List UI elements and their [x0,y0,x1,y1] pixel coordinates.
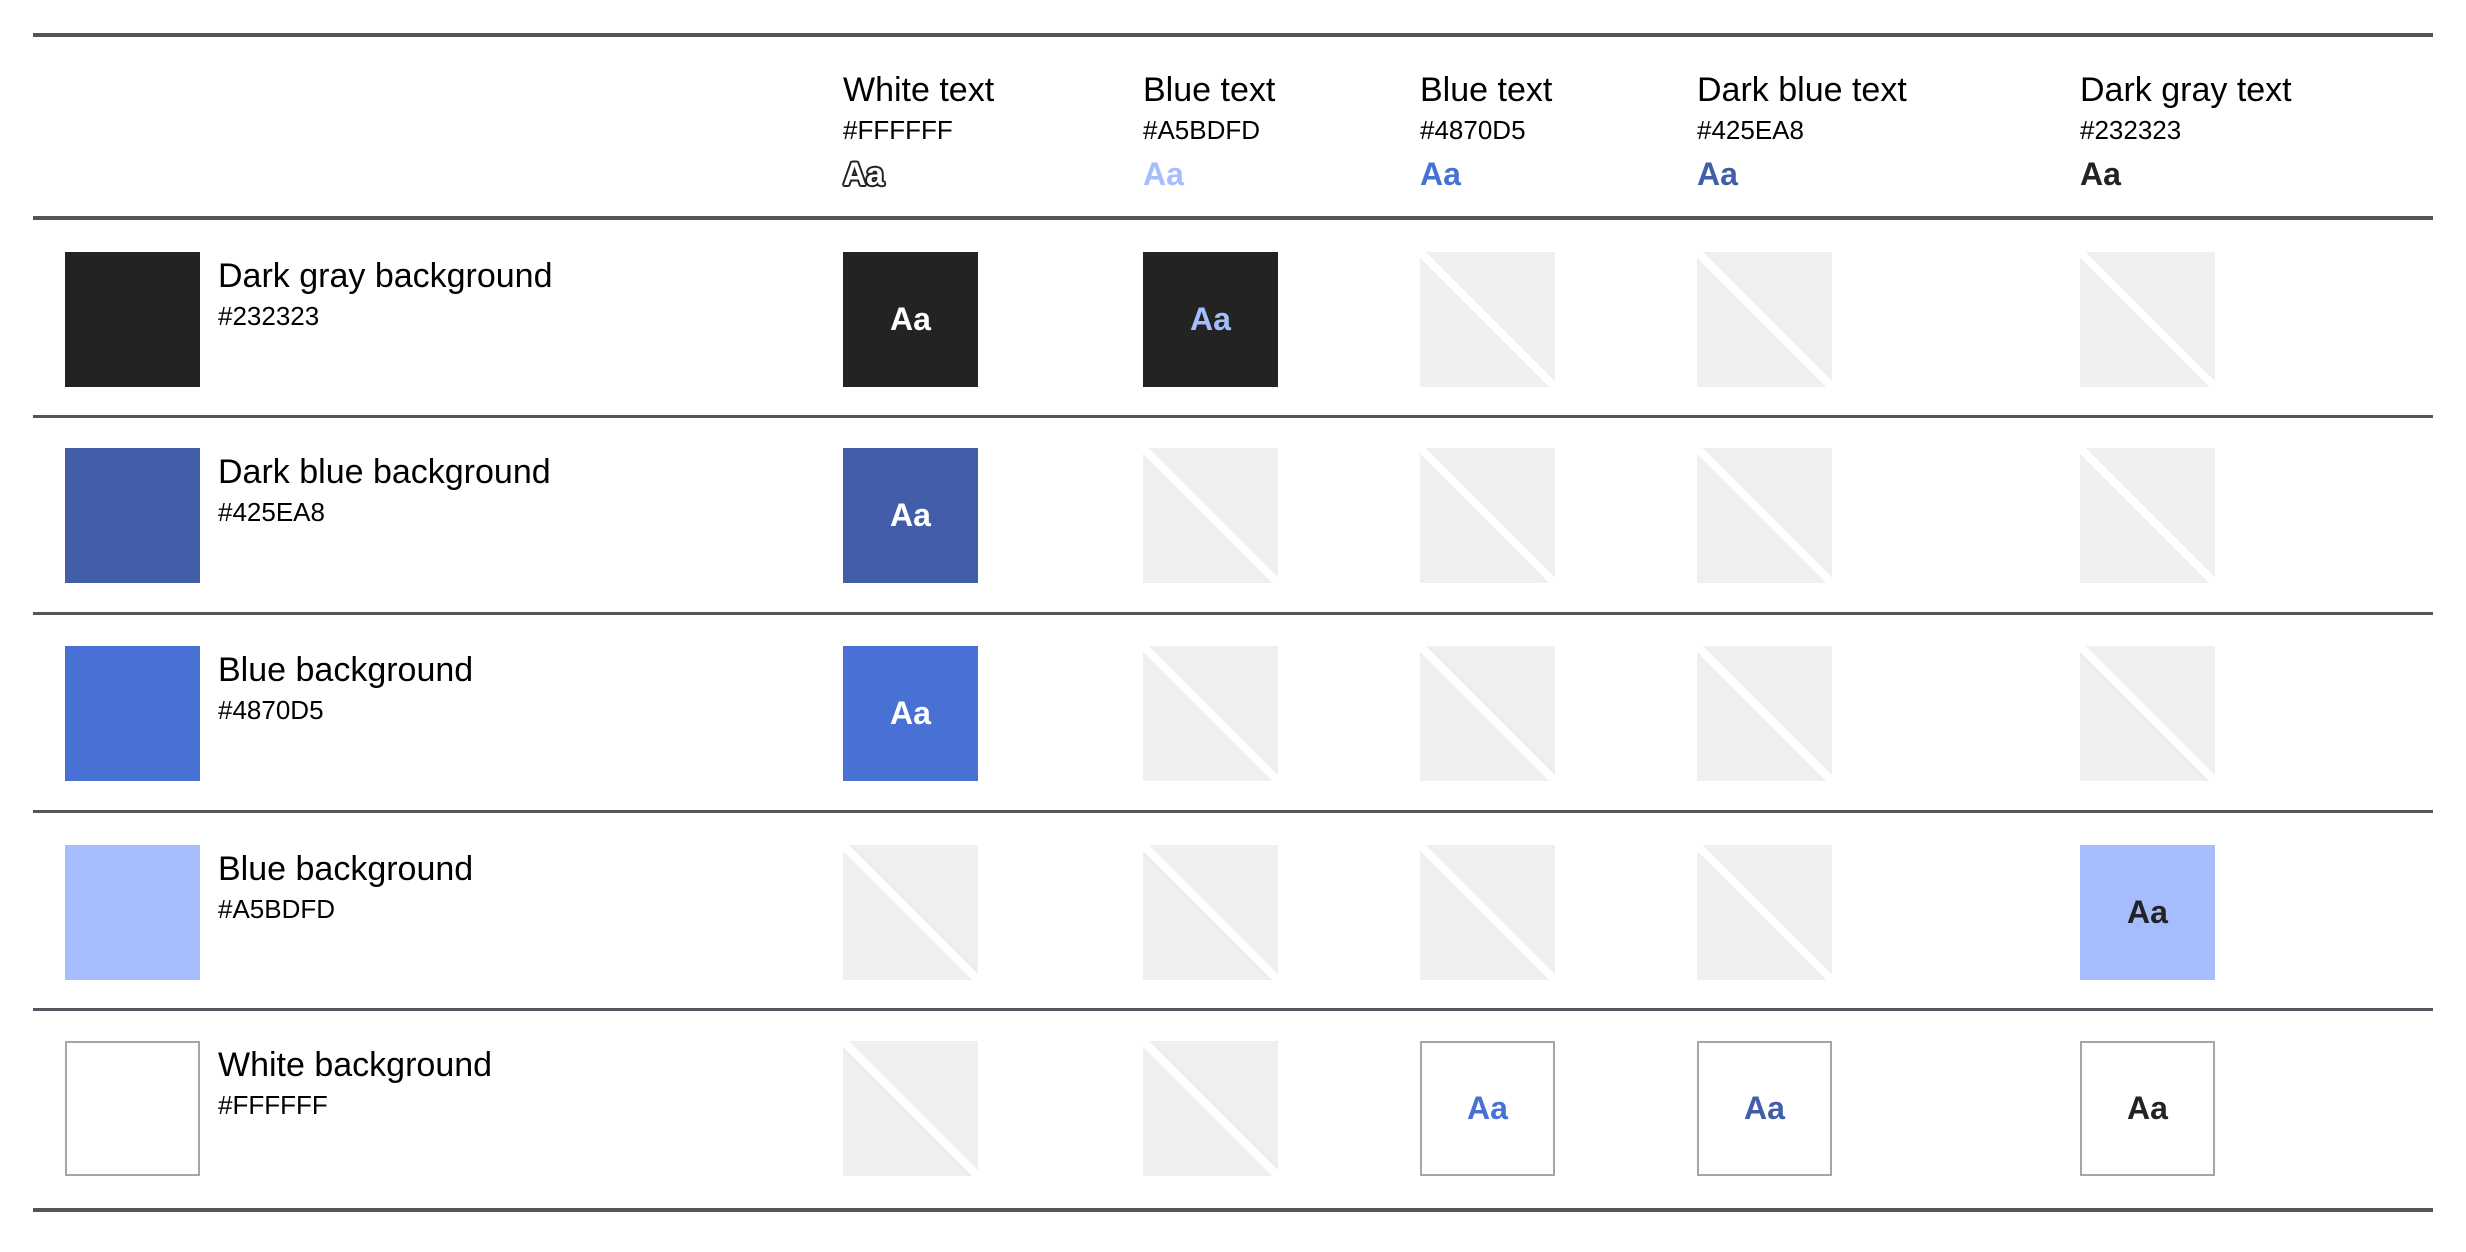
row-hex: #232323 [218,301,320,331]
column-label: Dark gray text [2080,71,2292,109]
background-row-darkblue: Dark blue background #425EA8 Aa [0,448,2466,583]
row-labels: Blue background #4870D5 [218,650,473,728]
row-hex: #A5BDFD [218,894,336,924]
combination-cell: Aa [1697,1041,1832,1176]
text-column-header-darkblue: Dark blue text #425EA8 Aa [1697,70,1907,194]
combination-cell-disabled [1420,646,1555,781]
top-rule [33,33,2433,37]
combination-cell-disabled [1697,448,1832,583]
row-labels: Dark blue background #425EA8 [218,452,551,530]
row-divider [33,810,2433,813]
row-hex: #4870D5 [218,695,324,725]
combination-cell-disabled [1420,448,1555,583]
combination-cell: Aa [1420,1041,1555,1176]
text-column-header-blue: Blue text #4870D5 Aa [1420,70,1552,194]
combination-cell-disabled [1143,646,1278,781]
combination-cell-disabled [2080,448,2215,583]
column-label: Dark blue text [1697,71,1907,109]
background-row-lightblue: Blue background #A5BDFD Aa [0,845,2466,980]
column-sample-aa: Aa [2080,156,2121,192]
combination-cell: Aa [843,646,978,781]
sample-aa: Aa [890,497,931,533]
combination-cell: Aa [2080,1041,2215,1176]
sample-aa: Aa [1744,1090,1785,1126]
column-hex: #A5BDFD [1143,115,1261,145]
background-row-white: White background #FFFFFF Aa Aa Aa [0,1041,2466,1176]
combination-cell-disabled [1697,646,1832,781]
text-column-header-white: White text #FFFFFF Aa [843,70,994,194]
combination-cell-disabled [1697,252,1832,387]
combination-cell: Aa [2080,845,2215,980]
combination-cell: Aa [843,252,978,387]
row-label: Blue background [218,651,474,689]
column-hex: #425EA8 [1697,115,1804,145]
row-label: White background [218,1046,493,1084]
row-labels: White background #FFFFFF [218,1045,492,1123]
row-label: Dark gray background [218,257,553,295]
row-divider [33,1008,2433,1011]
combination-cell-disabled [2080,646,2215,781]
column-sample-aa: Aa [843,156,884,192]
combination-cell: Aa [1143,252,1278,387]
sample-aa: Aa [2127,894,2168,930]
column-sample-aa: Aa [1420,156,1461,192]
column-hex: #4870D5 [1420,115,1526,145]
column-label: Blue text [1420,71,1553,109]
row-label: Blue background [218,850,474,888]
column-label: Blue text [1143,71,1276,109]
background-swatch [65,646,200,781]
combination-cell-disabled [1143,448,1278,583]
combination-cell-disabled [1420,252,1555,387]
row-divider [33,612,2433,615]
combination-cell-disabled [1143,1041,1278,1176]
row-label: Dark blue background [218,453,551,491]
background-row-blue: Blue background #4870D5 Aa [0,646,2466,781]
column-label: White text [843,71,995,109]
text-column-header-darkgray: Dark gray text #232323 Aa [2080,70,2292,194]
combination-cell-disabled [1143,845,1278,980]
combination-cell-disabled [2080,252,2215,387]
column-hex: #232323 [2080,115,2182,145]
sample-aa: Aa [1190,301,1231,337]
combination-cell-disabled [843,845,978,980]
background-row-darkgray: Dark gray background #232323 Aa Aa [0,252,2466,387]
column-sample-aa: Aa [1697,156,1738,192]
combination-cell-disabled [1420,845,1555,980]
header-rule [33,216,2433,220]
bottom-rule [33,1208,2433,1212]
combination-cell: Aa [843,448,978,583]
combination-cell-disabled [1697,845,1832,980]
sample-aa: Aa [890,301,931,337]
background-swatch [65,448,200,583]
row-divider [33,415,2433,418]
sample-aa: Aa [890,695,931,731]
column-hex: #FFFFFF [843,115,953,145]
sample-aa: Aa [1467,1090,1508,1126]
sample-aa: Aa [2127,1090,2168,1126]
row-labels: Blue background #A5BDFD [218,849,473,927]
column-sample-aa: Aa [1143,156,1184,192]
background-swatch [65,1041,200,1176]
combination-cell-disabled [843,1041,978,1176]
background-swatch [65,252,200,387]
row-hex: #FFFFFF [218,1090,328,1120]
row-hex: #425EA8 [218,497,325,527]
text-column-header-lightblue: Blue text #A5BDFD Aa [1143,70,1275,194]
background-swatch [65,845,200,980]
row-labels: Dark gray background #232323 [218,256,553,334]
